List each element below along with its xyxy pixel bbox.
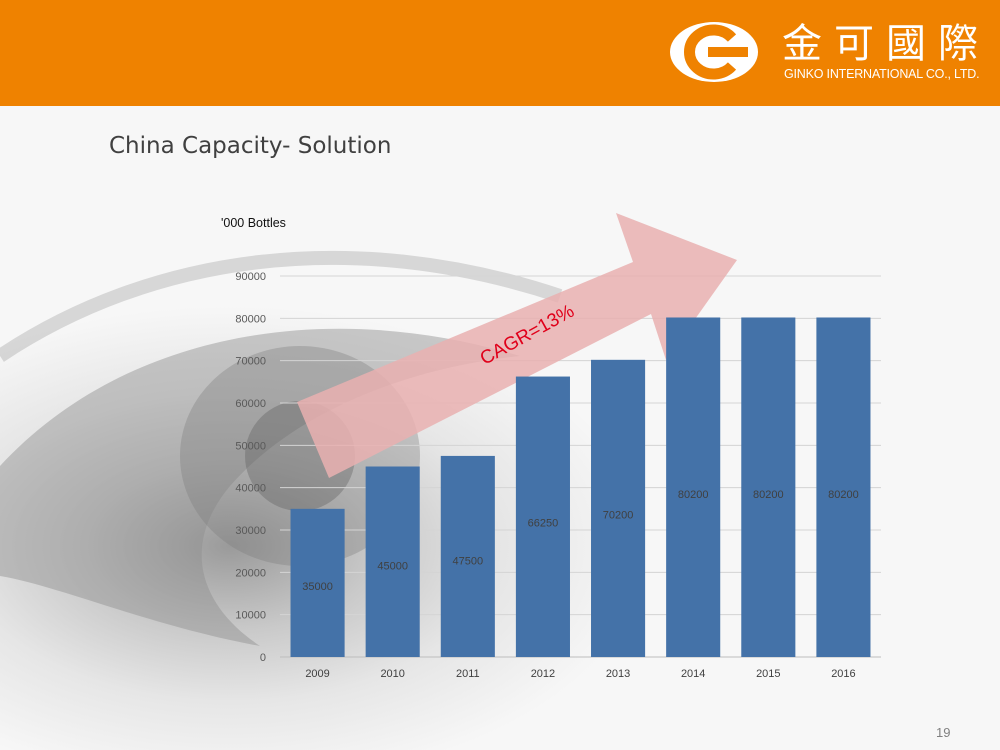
- company-logo: 金可國際 GINKO INTERNATIONAL CO., LTD.: [670, 22, 980, 84]
- y-tick-label: 20000: [235, 567, 266, 579]
- x-tick-label: 2009: [305, 668, 329, 680]
- data-label-2013: 70200: [603, 509, 634, 521]
- data-label-2010: 45000: [377, 561, 408, 573]
- axes: 0 10000 20000 30000 40000 50000 60000 70000 8000…: [235, 271, 855, 680]
- slide-title: China Capacity- Solution: [109, 133, 392, 159]
- x-tick-label: 2016: [831, 668, 855, 680]
- y-tick-label: 70000: [235, 356, 266, 368]
- y-tick-label: 90000: [235, 271, 266, 283]
- x-tick-label: 2011: [456, 668, 480, 680]
- x-tick-label: 2014: [681, 668, 705, 680]
- x-tick-label: 2010: [380, 668, 404, 680]
- y-tick-label: 50000: [235, 440, 266, 452]
- logo-mark-icon: [670, 22, 758, 82]
- logo-english-name: GINKO INTERNATIONAL CO., LTD.: [784, 67, 980, 81]
- bar-2009: [290, 508, 345, 657]
- bar-2011: [440, 455, 495, 657]
- cagr-arrow-group: CAGR=13%: [297, 213, 737, 478]
- header-bar: 金可國際 GINKO INTERNATIONAL CO., LTD.: [0, 0, 1000, 106]
- data-label-2016: 80200: [828, 489, 859, 501]
- logo-chinese-name: 金可國際: [782, 21, 990, 67]
- y-tick-label: 80000: [235, 313, 266, 325]
- x-tick-label: 2012: [531, 668, 555, 680]
- y-tick-label: 10000: [235, 610, 266, 622]
- y-tick-label: 0: [260, 652, 266, 664]
- data-label-2009: 35000: [302, 581, 333, 593]
- bar-2016: [816, 317, 871, 657]
- data-label-2015: 80200: [753, 489, 784, 501]
- x-tick-label: 2015: [756, 668, 780, 680]
- y-axis-unit-label: '000 Bottles: [221, 216, 286, 230]
- data-label-2011: 47500: [453, 555, 484, 567]
- data-label-2012: 66250: [528, 517, 559, 529]
- bar-2012: [515, 376, 570, 657]
- bar-2010: [365, 466, 420, 657]
- data-label-2014: 80200: [678, 489, 709, 501]
- bar-2014: [666, 317, 721, 657]
- x-tick-label: 2013: [606, 668, 630, 680]
- page-number: 19: [936, 725, 951, 740]
- cagr-arrow: [297, 213, 737, 478]
- bar-2013: [591, 359, 646, 657]
- data-labels: 35000 45000 47500 66250 70200 80200 80200 80200: [302, 489, 858, 593]
- y-tick-label: 40000: [235, 483, 266, 495]
- y-tick-label: 30000: [235, 525, 266, 537]
- y-tick-label: 60000: [235, 398, 266, 410]
- bar-2015: [741, 317, 796, 657]
- bars: [290, 317, 871, 657]
